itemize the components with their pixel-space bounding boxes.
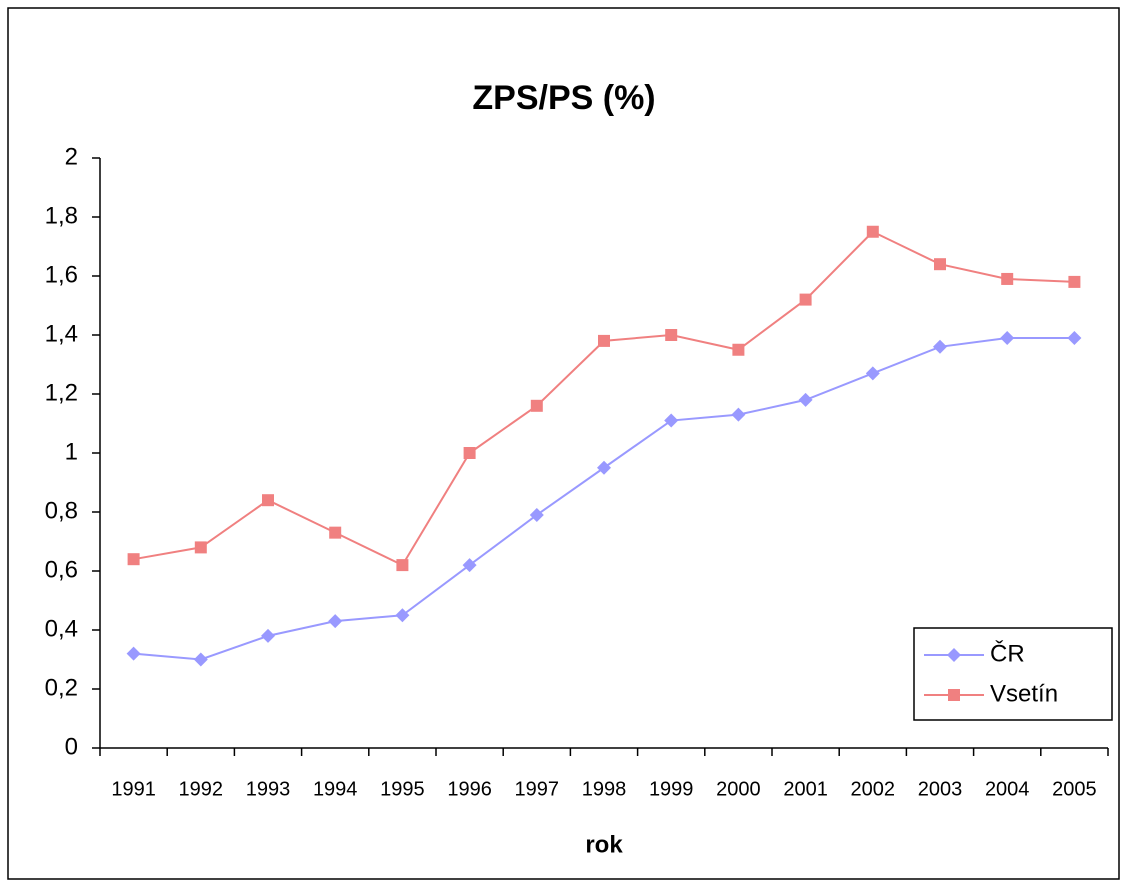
y-tick-label: 1,4 <box>45 320 78 347</box>
data-point <box>934 258 946 271</box>
legend-label: Vsetín <box>990 680 1058 707</box>
data-point <box>262 494 274 507</box>
data-point <box>127 553 140 566</box>
data-point <box>1068 275 1081 288</box>
data-point <box>530 399 543 412</box>
x-tick-label: 1993 <box>246 778 291 800</box>
x-tick-label: 2002 <box>851 778 896 800</box>
data-point <box>529 507 544 522</box>
data-point <box>395 608 410 623</box>
x-tick-label: 1995 <box>380 778 425 800</box>
x-tick-label: 1996 <box>447 778 492 800</box>
y-tick-label: 1 <box>65 438 78 465</box>
x-tick-label: 2005 <box>1052 778 1097 800</box>
data-point <box>194 541 207 554</box>
data-point <box>798 392 813 407</box>
x-tick-label: 1998 <box>582 778 627 800</box>
data-point <box>732 343 745 356</box>
data-point <box>665 329 678 341</box>
y-tick-label: 0 <box>65 733 78 760</box>
x-tick-label: 1991 <box>111 778 156 800</box>
legend: ČR Vsetín <box>913 627 1113 721</box>
legend-marker <box>948 689 960 701</box>
data-point <box>396 559 409 572</box>
data-point <box>193 652 208 667</box>
x-tick-label: 1994 <box>313 778 358 800</box>
legend-label: ČR <box>990 639 1025 667</box>
data-point <box>731 407 746 422</box>
data-point <box>933 339 947 354</box>
data-point <box>597 460 611 475</box>
x-tick-label: 1999 <box>649 778 694 800</box>
data-point <box>329 526 342 539</box>
data-point <box>328 614 343 629</box>
data-point <box>598 334 610 347</box>
x-tick-label: 2000 <box>716 778 761 800</box>
data-point <box>261 628 275 643</box>
y-tick-label: 0,6 <box>45 556 78 583</box>
y-tick-label: 1,8 <box>45 202 78 229</box>
legend-box <box>913 627 1113 721</box>
x-tick-label: 1992 <box>179 778 224 800</box>
legend-marker <box>947 648 961 662</box>
y-tick-label: 1,2 <box>45 379 78 406</box>
data-point <box>1000 330 1015 345</box>
chart-title: ZPS/PS (%) <box>472 79 655 117</box>
x-tick-label: 1997 <box>515 778 560 800</box>
data-point <box>126 646 141 661</box>
data-point <box>1001 272 1014 285</box>
data-point <box>799 293 812 306</box>
y-tick-label: 1,6 <box>45 261 78 288</box>
data-point <box>664 413 679 428</box>
data-point <box>866 225 879 238</box>
x-axis-label: rok <box>585 831 623 858</box>
x-tick-label: 2001 <box>783 778 828 800</box>
y-tick-label: 0,2 <box>45 674 78 701</box>
y-tick-label: 0,8 <box>45 497 78 524</box>
x-tick-label: 2004 <box>985 778 1030 800</box>
data-point <box>463 447 476 459</box>
data-point <box>462 558 477 573</box>
chart-frame <box>7 7 1120 880</box>
data-point <box>1067 330 1082 345</box>
y-tick-label: 2 <box>65 143 78 170</box>
y-tick-label: 0,4 <box>45 615 78 642</box>
data-point <box>865 366 880 381</box>
x-tick-label: 2003 <box>918 778 963 800</box>
